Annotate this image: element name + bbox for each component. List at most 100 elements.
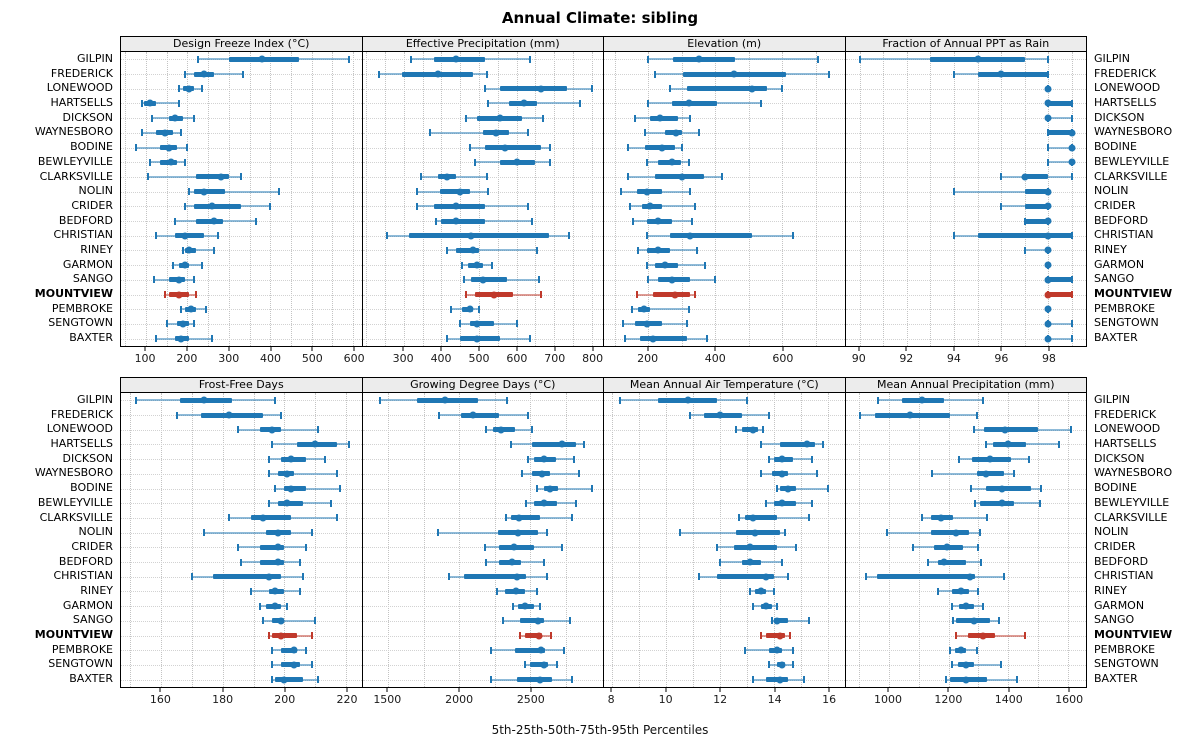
grid-line-vertical <box>572 52 574 346</box>
station-label: CRIDER <box>71 539 113 553</box>
grid-line-row <box>845 88 1086 90</box>
whisker-cap <box>462 276 465 284</box>
whisker-cap <box>502 617 505 625</box>
station-label: WAYNESBORO <box>34 466 113 480</box>
whisker-cap <box>1047 70 1050 78</box>
median-dot <box>259 514 267 522</box>
whisker-cap <box>735 426 738 434</box>
median-dot <box>187 305 195 313</box>
whisker-cap <box>765 499 768 507</box>
whisker-cap <box>955 632 957 639</box>
grid-line-vertical <box>530 393 532 687</box>
grid-line-vertical <box>639 393 641 687</box>
grid-line-vertical <box>494 393 496 687</box>
median-dot <box>452 202 460 210</box>
iqr-bar <box>524 633 542 638</box>
iqr-bar <box>469 321 495 327</box>
panel-plot <box>603 52 846 347</box>
median-dot <box>1044 114 1052 122</box>
station-label: GILPIN <box>76 393 113 406</box>
grid-line-vertical <box>666 393 668 687</box>
whisker-cap <box>689 114 692 122</box>
whisker-cap <box>775 485 778 492</box>
gutter-spacer <box>1087 377 1200 393</box>
grid-line-row <box>362 635 603 637</box>
station-label: NOLIN <box>78 525 114 539</box>
axis-tick <box>905 347 907 351</box>
median-dot <box>287 485 295 492</box>
grid-line-row <box>121 338 362 340</box>
grid-line-row <box>604 606 845 608</box>
grid-line-row <box>121 503 362 505</box>
whisker-cap <box>271 440 274 448</box>
whisker-line <box>921 516 988 519</box>
grid-line-row <box>604 162 845 164</box>
grid-line-row <box>362 429 603 431</box>
whisker-cap <box>335 470 338 478</box>
whisker-cap <box>687 305 690 313</box>
whisker-cap <box>952 617 955 625</box>
station-label: RINEY <box>80 583 113 597</box>
whisker-line <box>1048 161 1072 164</box>
median-dot <box>514 529 522 537</box>
axis-tick <box>1000 347 1002 351</box>
axis-tick <box>1068 688 1070 692</box>
grid-line-vertical <box>693 393 695 687</box>
median-dot <box>200 396 208 404</box>
whisker-cap <box>378 70 381 78</box>
grid-line-row <box>121 235 362 237</box>
iqr-bar <box>1024 203 1049 209</box>
axis-tick-label: 220 <box>336 693 358 706</box>
median-dot <box>678 173 686 181</box>
station-label: CRIDER <box>1094 539 1136 553</box>
whisker-cap <box>519 632 522 639</box>
whisker-cap <box>192 114 195 122</box>
median-dot <box>952 529 960 537</box>
grid-line-vertical <box>859 52 861 346</box>
axis-tick <box>610 688 612 692</box>
whisker-cap <box>645 158 648 166</box>
grid-line-row <box>362 679 603 681</box>
whisker-cap <box>134 144 137 151</box>
panel-axis: 300 400 500 600 700 800 <box>362 347 605 371</box>
whisker-cap <box>192 276 195 284</box>
axis-tick-label: 400 <box>430 352 452 365</box>
whisker-cap <box>999 661 1002 669</box>
median-dot <box>1001 426 1009 434</box>
whisker-cap <box>773 587 776 595</box>
iqr-bar <box>441 218 485 224</box>
panel-strip: Mean Annual Precipitation (mm) <box>844 377 1087 393</box>
axis-tick <box>647 347 649 351</box>
whisker-cap <box>240 173 243 181</box>
grid-line-row <box>121 162 362 164</box>
iqr-bar <box>1048 277 1072 283</box>
axis-tick <box>947 688 949 692</box>
iqr-bar <box>250 515 291 521</box>
panel-growing-degree-days-c: Growing Degree Days (°C) 1500 2000 2500 <box>361 377 604 712</box>
station-label: BEWLEYVILLE <box>1094 154 1170 168</box>
median-dot <box>210 217 218 225</box>
station-label: MOUNTVIEW <box>1094 628 1173 641</box>
whisker-line <box>1024 249 1049 252</box>
iqr-bar <box>409 233 549 239</box>
whisker-cap <box>190 573 193 581</box>
axis-tick <box>228 347 230 351</box>
grid-line-vertical <box>388 393 390 687</box>
station-label: MOUNTVIEW <box>1094 287 1173 300</box>
grid-line-row <box>604 503 845 505</box>
median-dot <box>643 188 651 196</box>
axis-tick <box>144 347 146 351</box>
whisker-cap <box>950 661 953 669</box>
axis-tick-label: 500 <box>468 352 490 365</box>
whisker-cap <box>438 411 441 419</box>
whisker-cap <box>448 573 451 581</box>
whisker-cap <box>1013 470 1016 478</box>
whisker-cap <box>811 499 814 507</box>
grid-line-vertical <box>270 52 272 346</box>
median-dot <box>277 632 285 639</box>
grid-line-vertical <box>1001 52 1003 346</box>
page-title: Annual Climate: sibling <box>501 9 699 27</box>
median-dot <box>185 246 193 254</box>
grid-line-vertical <box>930 52 932 346</box>
whisker-cap <box>449 305 452 313</box>
